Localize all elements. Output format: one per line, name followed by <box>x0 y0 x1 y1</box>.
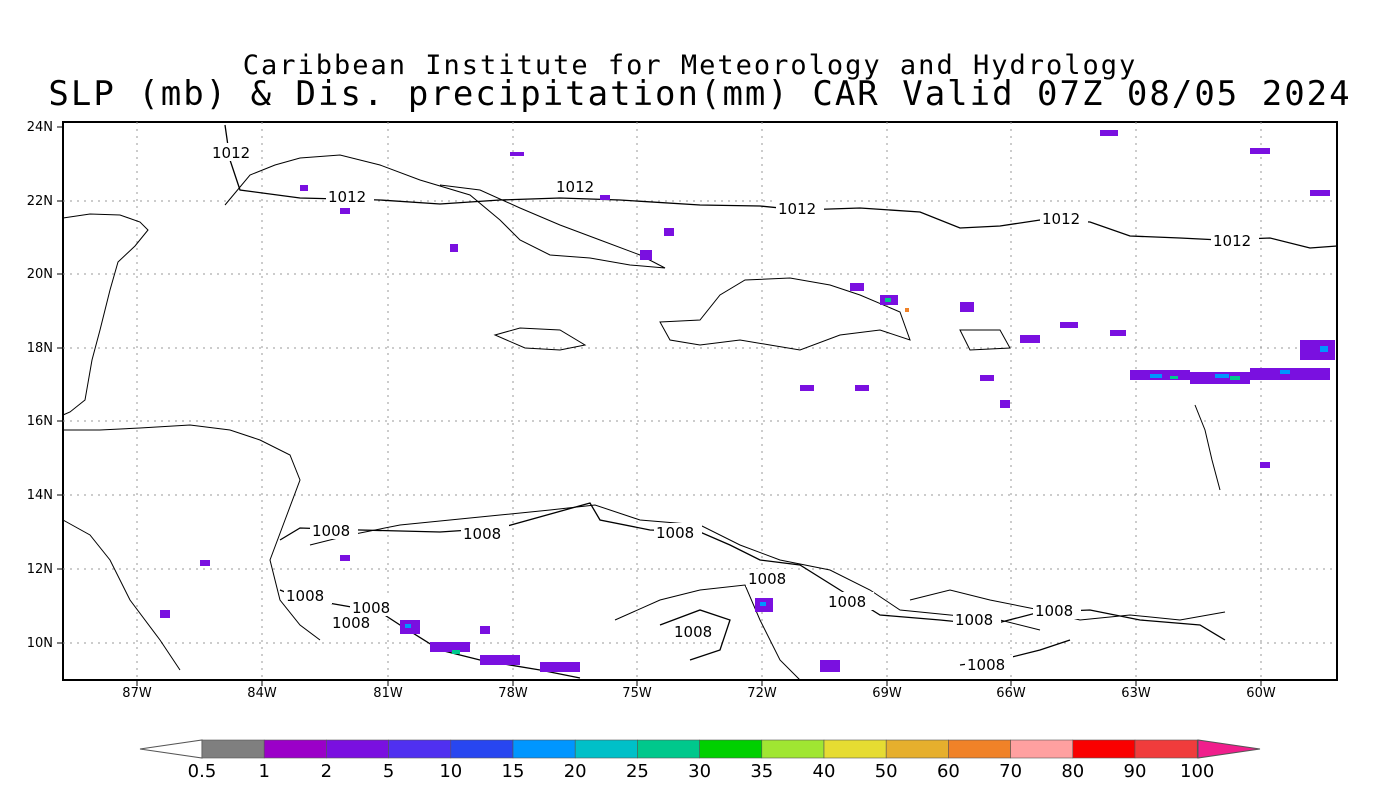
map-frame <box>62 121 1338 681</box>
colorbar-label: 40 <box>813 761 836 782</box>
map-gridlines <box>63 122 1337 680</box>
colorbar-swatch <box>948 739 1011 759</box>
contour-label: 1012 <box>328 188 366 206</box>
colorbar-label: 5 <box>383 761 394 782</box>
lon-label: 63W <box>1121 686 1151 701</box>
lon-label: 66W <box>996 686 1026 701</box>
contour-label: 1012 <box>556 178 594 196</box>
colorbar-label: 20 <box>564 761 587 782</box>
lon-label: 84W <box>247 686 277 701</box>
contour-label: 1008 <box>463 525 501 543</box>
lat-label: 16N <box>27 414 53 429</box>
contour-label: 1008 <box>828 593 866 611</box>
colorbar-label: 35 <box>750 761 773 782</box>
contour-label: 1012 <box>1042 210 1080 228</box>
contour-label: 1012 <box>1213 232 1251 250</box>
lon-label: 69W <box>872 686 902 701</box>
contour-label: 1008 <box>286 587 324 605</box>
lat-label: 20N <box>27 267 53 282</box>
lat-label: 18N <box>27 341 53 356</box>
colorbar-swatch <box>326 739 389 759</box>
contour-label: 1012 <box>778 200 816 218</box>
colorbar-swatch <box>637 739 700 759</box>
lat-label: 12N <box>27 562 53 577</box>
colorbar-label: 25 <box>626 761 649 782</box>
colorbar-label: 60 <box>937 761 960 782</box>
contour-label: 1008 <box>312 522 350 540</box>
colorbar-swatch <box>1072 739 1136 759</box>
contour-labels: 1012 1012 1012 1012 1012 1012 1008 1008 … <box>210 143 1259 674</box>
map-panel: 1012 1012 1012 1012 1012 1012 1008 1008 … <box>27 120 1338 701</box>
colorbar-swatch <box>1134 739 1198 759</box>
colorbar-swatch <box>450 739 514 759</box>
lat-label: 24N <box>27 120 53 135</box>
colorbar-swatch <box>823 739 887 759</box>
contour-label: 1008 <box>656 524 694 542</box>
colorbar-swatch <box>1010 739 1074 759</box>
lon-label: 75W <box>622 686 652 701</box>
contour-label: 1008 <box>967 656 1005 674</box>
map-title-institute: Caribbean Institute for Meteorology and … <box>242 50 1138 81</box>
colorbar-swatch <box>885 739 949 759</box>
map-title-product: SLP (mb) & Dis. precipitation(mm) CAR Va… <box>48 74 1352 114</box>
contour-label: 1008 <box>1035 602 1073 620</box>
longitude-labels: 87W 84W 81W 78W 75W 72W 69W 66W 63W 60W <box>122 686 1276 701</box>
contour-label: 1008 <box>748 570 786 588</box>
precipitation-field <box>160 130 1335 672</box>
colorbar-swatch <box>263 739 327 759</box>
colorbar-label: 10 <box>439 761 462 782</box>
colorbar-label: 1 <box>258 761 269 782</box>
lat-label: 14N <box>27 488 53 503</box>
colorbar-swatch <box>512 739 576 759</box>
colorbar-label: 30 <box>688 761 711 782</box>
contour-label: 1008 <box>352 599 390 617</box>
colorbar-label: 50 <box>875 761 898 782</box>
contour-label: 1012 <box>212 144 250 162</box>
colorbar-swatch <box>388 739 452 759</box>
precipitation-colorbar: 0.5 1 2 5 10 15 20 25 30 35 40 50 60 70 80 90 100 <box>139 739 1261 782</box>
colorbar-label: 100 <box>1180 761 1214 782</box>
colorbar-low-triangle <box>139 739 203 759</box>
lon-label: 60W <box>1246 686 1276 701</box>
colorbar-swatch <box>574 739 638 759</box>
colorbar-label: 70 <box>999 761 1022 782</box>
colorbar-label: 90 <box>1124 761 1147 782</box>
lon-label: 81W <box>373 686 403 701</box>
colorbar-label: 80 <box>1061 761 1084 782</box>
colorbar-swatch <box>699 739 763 759</box>
lat-label: 10N <box>27 636 53 651</box>
colorbar-label: 0.5 <box>188 761 217 782</box>
lat-label: 22N <box>27 194 53 209</box>
colorbar-label: 2 <box>321 761 332 782</box>
contour-label: 1008 <box>955 611 993 629</box>
contour-label: 1008 <box>332 614 370 632</box>
colorbar-swatch <box>761 739 825 759</box>
lon-label: 78W <box>498 686 528 701</box>
latitude-labels: 24N 22N 20N 18N 16N 14N 12N 10N <box>27 120 53 651</box>
colorbar-swatch <box>201 739 265 759</box>
lon-label: 72W <box>747 686 777 701</box>
axis-ticks <box>57 126 1262 686</box>
contour-label: 1008 <box>674 623 712 641</box>
colorbar-high-triangle <box>1197 739 1261 759</box>
colorbar-label: 15 <box>502 761 525 782</box>
lon-label: 87W <box>122 686 152 701</box>
